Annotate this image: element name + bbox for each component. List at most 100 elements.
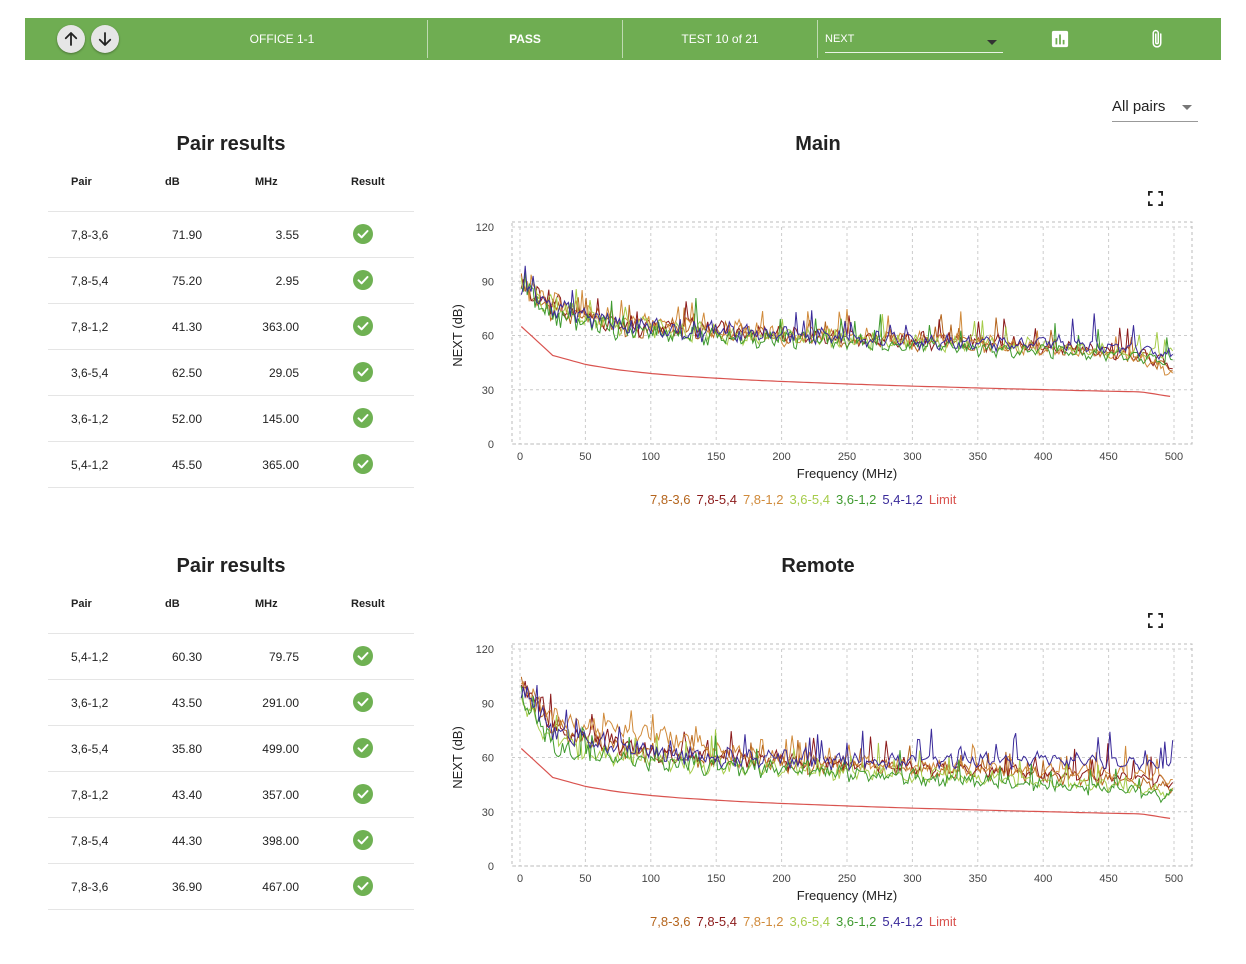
previous-test-button[interactable] — [57, 25, 85, 53]
legend-item[interactable]: 5,4-1,2 — [882, 914, 923, 929]
header-divider — [622, 20, 623, 58]
cell-mhz: 145.00 — [262, 412, 299, 426]
table-row[interactable]: 5,4-1,2 60.30 79.75 — [48, 634, 414, 680]
location-label: OFFICE 1-1 — [249, 32, 315, 46]
cell-mhz: 363.00 — [262, 320, 299, 334]
table-row[interactable]: 7,8-1,2 43.40 357.00 — [48, 772, 414, 818]
chart-view-button[interactable] — [1049, 28, 1071, 50]
table-row[interactable]: 3,6-5,4 35.80 499.00 — [48, 726, 414, 772]
cell-db: 71.90 — [171, 228, 202, 242]
x-axis-label: Frequency (MHz) — [797, 466, 897, 481]
series-line-54-12 — [520, 684, 1174, 772]
chart-icon — [1051, 30, 1069, 48]
x-tick-label: 300 — [903, 873, 921, 885]
next-test-button[interactable] — [91, 25, 119, 53]
legend-item[interactable]: 3,6-1,2 — [835, 492, 877, 507]
cell-db: 35.80 — [171, 742, 202, 756]
x-tick-label: 450 — [1099, 873, 1117, 885]
legend-item[interactable]: 3,6-1,2 — [835, 914, 877, 929]
plot-border — [511, 221, 1193, 445]
x-tick-label: 150 — [707, 873, 725, 885]
legend-item[interactable]: 7,8-1,2 — [742, 914, 784, 929]
remote-next-chart: 0 50 100 150 200 250 300 350 400 450 500 0 30 60 90 120… — [450, 643, 1193, 903]
cell-pair: 3,6-1,2 — [71, 412, 109, 426]
cell-db: 45.50 — [171, 458, 202, 472]
x-tick-label: 500 — [1165, 873, 1183, 885]
pass-check-icon — [353, 224, 373, 244]
series-line-78-12 — [520, 680, 1173, 786]
y-tick-label: 90 — [482, 698, 494, 710]
cell-mhz: 499.00 — [262, 742, 299, 756]
legend-item[interactable]: 3,6-5,4 — [789, 914, 830, 929]
series-line-54-12 — [520, 265, 1174, 361]
x-tick-label: 350 — [969, 873, 987, 885]
cell-mhz: 291.00 — [262, 696, 299, 710]
column-header: Pair — [71, 176, 92, 188]
fullscreen-icon[interactable] — [1148, 613, 1163, 628]
y-tick-label: 30 — [482, 807, 494, 819]
legend-item[interactable]: 7,8-5,4 — [696, 914, 737, 929]
cell-mhz: 365.00 — [262, 458, 299, 472]
x-tick-label: 100 — [642, 873, 660, 885]
x-tick-label: 250 — [838, 873, 856, 885]
cell-db: 62.50 — [171, 366, 202, 380]
cell-pair: 5,4-1,2 — [71, 458, 109, 472]
pass-check-icon — [353, 876, 373, 896]
table-row[interactable]: 7,8-1,2 41.30 363.00 — [48, 304, 414, 350]
header-divider — [817, 20, 818, 58]
cell-pair: 7,8-1,2 — [71, 788, 109, 802]
table-row[interactable]: 7,8-5,4 44.30 398.00 — [48, 818, 414, 864]
remote-pair-results-table: Pair dB MHz Result 5,4-1,2 60.30 79.75 3,6-1,2 4… — [48, 577, 414, 910]
y-axis-label: NEXT (dB) — [450, 304, 465, 367]
y-tick-label: 0 — [488, 861, 494, 873]
legend-item[interactable]: 7,8-5,4 — [696, 492, 737, 507]
x-tick-label: 200 — [772, 451, 790, 463]
legend-item[interactable]: 3,6-5,4 — [789, 492, 830, 507]
column-header: MHz — [255, 176, 278, 188]
legend-item[interactable]: 7,8-3,6 — [650, 914, 691, 929]
y-axis-label: NEXT (dB) — [450, 726, 465, 789]
main-pair-results-table: Pair dB MHz Result 7,8-3,6 71.90 3.55 7,8-5,4 75… — [48, 155, 414, 488]
cell-pair: 7,8-3,6 — [71, 880, 109, 894]
table-row[interactable]: 7,8-3,6 36.90 467.00 — [48, 864, 414, 910]
x-tick-label: 200 — [772, 873, 790, 885]
legend-item[interactable]: 5,4-1,2 — [882, 492, 923, 507]
pass-check-icon — [353, 408, 373, 428]
column-header: MHz — [255, 598, 278, 610]
x-tick-label: 150 — [707, 451, 725, 463]
paperclip-icon — [1152, 29, 1162, 48]
column-header: dB — [165, 598, 180, 610]
y-tick-label: 60 — [482, 753, 494, 765]
remote-chart-legend: 7,8-3,6 7,8-5,4 7,8-1,2 3,6-5,4 3,6-1,2 5,4-1… — [650, 914, 962, 929]
table-row[interactable]: 3,6-5,4 62.50 29.05 — [48, 350, 414, 396]
column-header: Result — [351, 598, 385, 610]
y-tick-label: 120 — [476, 644, 494, 656]
cell-pair: 5,4-1,2 — [71, 650, 109, 664]
test-status-label: PASS — [509, 32, 541, 46]
pass-check-icon — [353, 270, 373, 290]
measurement-select[interactable]: NEXT — [825, 26, 1003, 53]
x-tick-label: 50 — [579, 451, 591, 463]
y-tick-label: 60 — [482, 331, 494, 343]
legend-item[interactable]: 7,8-3,6 — [650, 492, 691, 507]
table-row[interactable]: 7,8-5,4 75.20 2.95 — [48, 258, 414, 304]
cell-db: 75.20 — [171, 274, 202, 288]
legend-item[interactable]: Limit — [928, 914, 957, 929]
legend-item[interactable]: Limit — [928, 492, 957, 507]
measurement-select-value: NEXT — [825, 33, 855, 45]
table-row[interactable]: 7,8-3,6 71.90 3.55 — [48, 212, 414, 258]
attachments-button[interactable] — [1146, 28, 1168, 50]
table-row[interactable]: 3,6-1,2 52.00 145.00 — [48, 396, 414, 442]
pair-filter-select[interactable]: All pairs — [1112, 92, 1198, 122]
fullscreen-icon[interactable] — [1148, 191, 1163, 206]
arrow-down-icon — [98, 32, 112, 46]
table-header-row: Pair dB MHz Result — [48, 577, 414, 634]
test-counter-label: TEST 10 of 21 — [681, 32, 759, 46]
table-row[interactable]: 3,6-1,2 43.50 291.00 — [48, 680, 414, 726]
cell-db: 44.30 — [171, 834, 202, 848]
series-line-36-12 — [520, 685, 1174, 804]
table-row[interactable]: 5,4-1,2 45.50 365.00 — [48, 442, 414, 488]
column-header: Result — [351, 176, 385, 188]
legend-item[interactable]: 7,8-1,2 — [742, 492, 784, 507]
series-line-78-36 — [520, 273, 1173, 372]
